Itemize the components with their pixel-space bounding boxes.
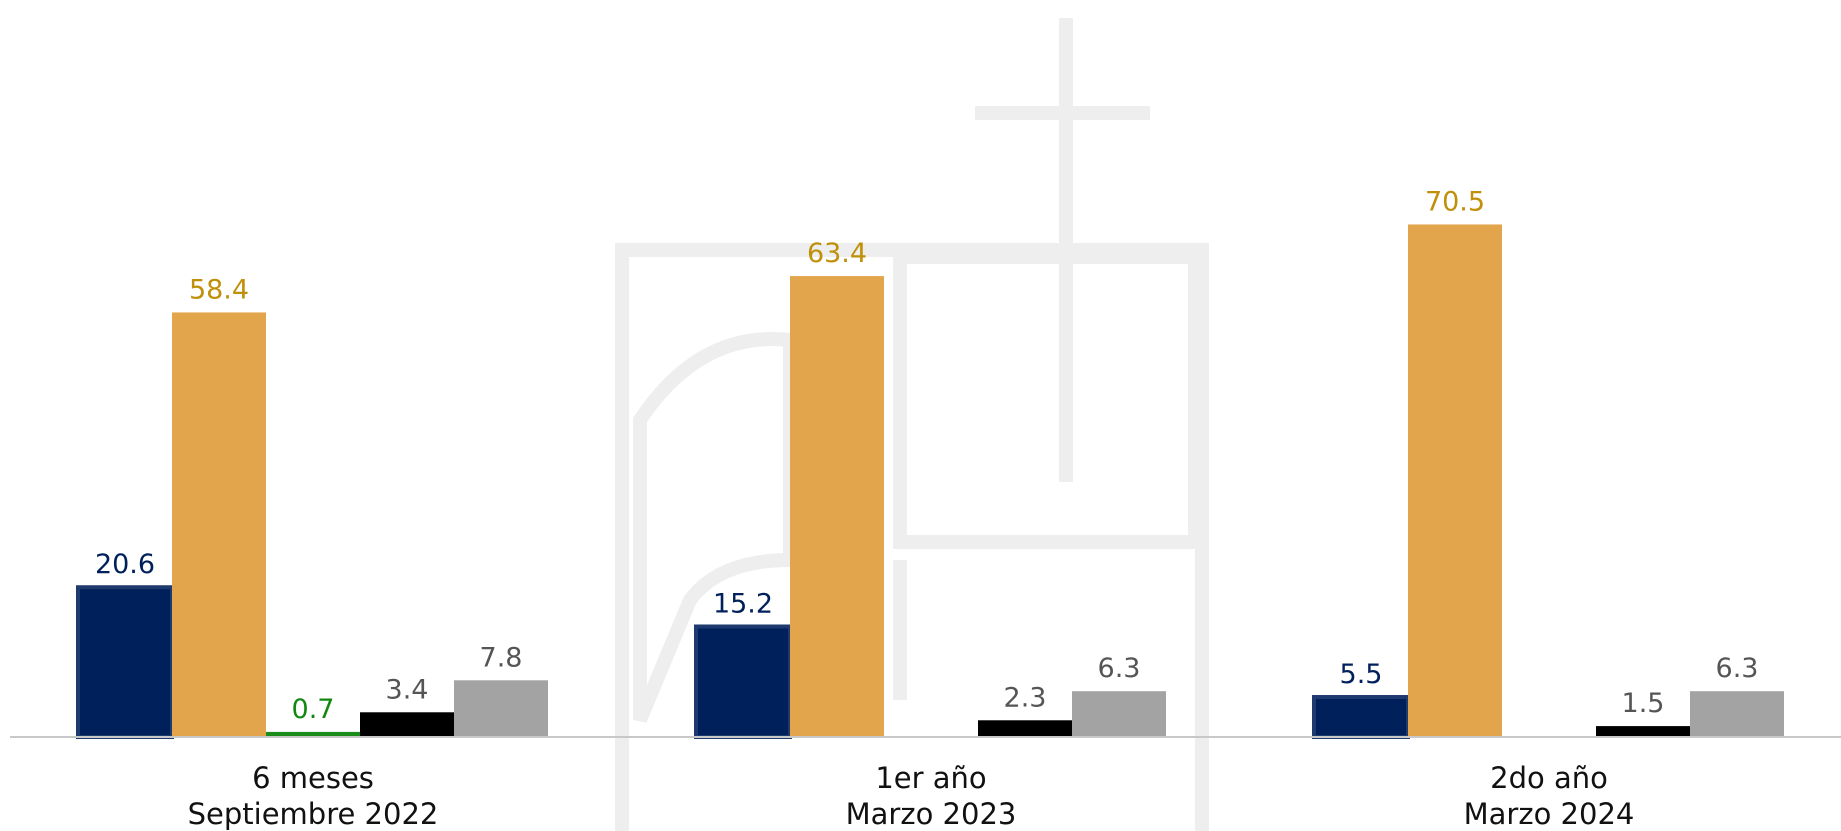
- data-label: 5.5: [1340, 659, 1383, 690]
- bar: [1408, 224, 1502, 738]
- data-label: 1.5: [1622, 688, 1665, 719]
- bar: [454, 680, 548, 737]
- x-tick-label: 1er año: [875, 761, 986, 795]
- bar: [790, 276, 884, 737]
- x-tick-label: 6 meses: [252, 761, 374, 795]
- bar: [360, 712, 454, 737]
- bar: [1690, 691, 1784, 737]
- x-tick-label: Marzo 2023: [846, 797, 1017, 831]
- bar: [978, 720, 1072, 737]
- data-label: 15.2: [713, 588, 773, 619]
- data-label: 3.4: [386, 674, 429, 705]
- x-tick-label: 2do año: [1490, 761, 1608, 795]
- uca-watermark-logo: [615, 18, 1209, 831]
- bar: [694, 624, 792, 739]
- data-label: 2.3: [1004, 682, 1047, 713]
- data-label: 0.7: [292, 694, 335, 725]
- bar: [1312, 695, 1410, 740]
- bar: [1596, 726, 1690, 737]
- bar: [1072, 691, 1166, 737]
- data-label: 6.3: [1716, 653, 1759, 684]
- data-label: 20.6: [95, 549, 155, 580]
- data-label: 70.5: [1425, 186, 1485, 217]
- x-tick-label: Marzo 2024: [1464, 797, 1635, 831]
- data-label: 58.4: [189, 274, 249, 305]
- bar: [172, 312, 266, 737]
- data-label: 7.8: [480, 642, 523, 673]
- bar: [76, 585, 174, 739]
- data-label: 63.4: [807, 238, 867, 269]
- bar: [266, 731, 360, 737]
- x-tick-label: Septiembre 2022: [188, 797, 439, 831]
- data-label: 6.3: [1098, 653, 1141, 684]
